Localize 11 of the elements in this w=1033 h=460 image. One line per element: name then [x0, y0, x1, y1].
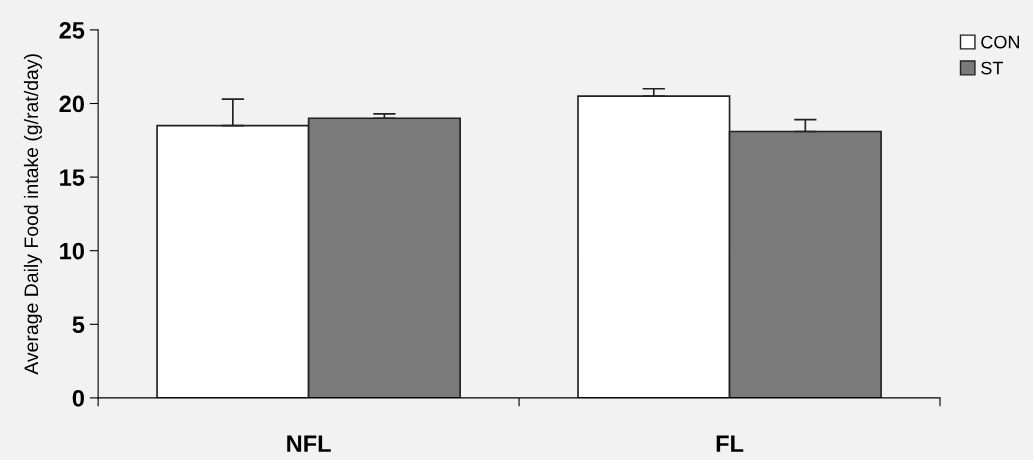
y-tick-label: 25	[59, 21, 85, 39]
y-tick-label: 20	[59, 95, 84, 113]
x-tick-label: NFL	[287, 435, 331, 452]
y-tick-label: 5	[72, 316, 85, 334]
legend-label: ST	[981, 61, 1004, 75]
y-tick-label: 0	[72, 389, 84, 407]
y-axis-title: Average Daily Food intake (g/rat/day)	[23, 54, 43, 375]
x-tick-label: FL	[716, 435, 744, 452]
y-tick-label: 10	[60, 242, 84, 260]
y-tick-label: 15	[60, 169, 85, 186]
legend-label: CON	[981, 35, 1019, 49]
